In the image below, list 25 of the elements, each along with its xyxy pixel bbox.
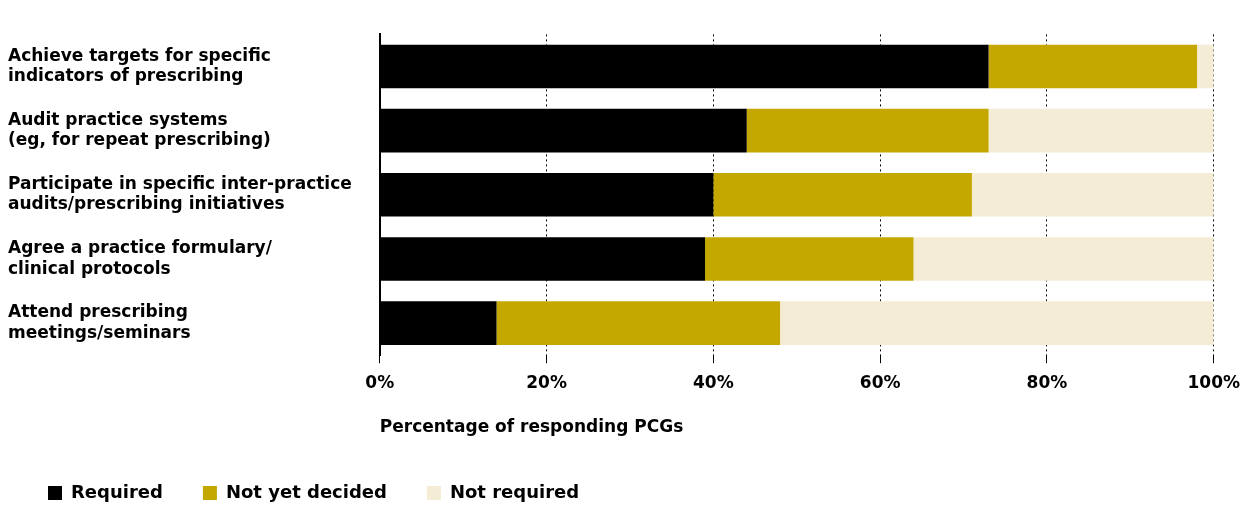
x-tick-label: 0% (365, 371, 395, 392)
x-tick-label: 40% (693, 371, 734, 392)
x-tick-label: 80% (1026, 371, 1068, 392)
x-tick-label: 60% (859, 371, 901, 392)
legend-label: Not required (449, 480, 580, 502)
bar (988, 44, 1198, 89)
bar (496, 301, 781, 345)
bar (705, 237, 914, 281)
legend-label: Required (71, 480, 163, 502)
y-tick-label: Achieve targets for specific indicators of prescribing (8, 44, 271, 86)
x-tick-label: 100% (1187, 371, 1241, 392)
y-tick-label: Agree a practice formulary/ clinical protocols (8, 237, 273, 278)
bar (780, 301, 1214, 345)
bar (988, 108, 1214, 153)
bar (746, 108, 989, 153)
y-tick-label: Audit practice systems (eg, for repeat prescribing) (8, 108, 271, 150)
bar (1197, 44, 1214, 89)
bar (971, 172, 1214, 217)
x-axis-title: Percentage of responding PCGs (379, 416, 684, 437)
y-tick-label: Participate in specific inter-practice audits/prescribing initiatives (8, 173, 352, 214)
x-tick-label: 20% (526, 371, 567, 392)
bar (913, 237, 1214, 281)
legend-label: Not yet decided (225, 480, 387, 502)
bar (713, 172, 972, 217)
y-tick-label: Attend prescribing meetings/seminars (8, 301, 191, 342)
